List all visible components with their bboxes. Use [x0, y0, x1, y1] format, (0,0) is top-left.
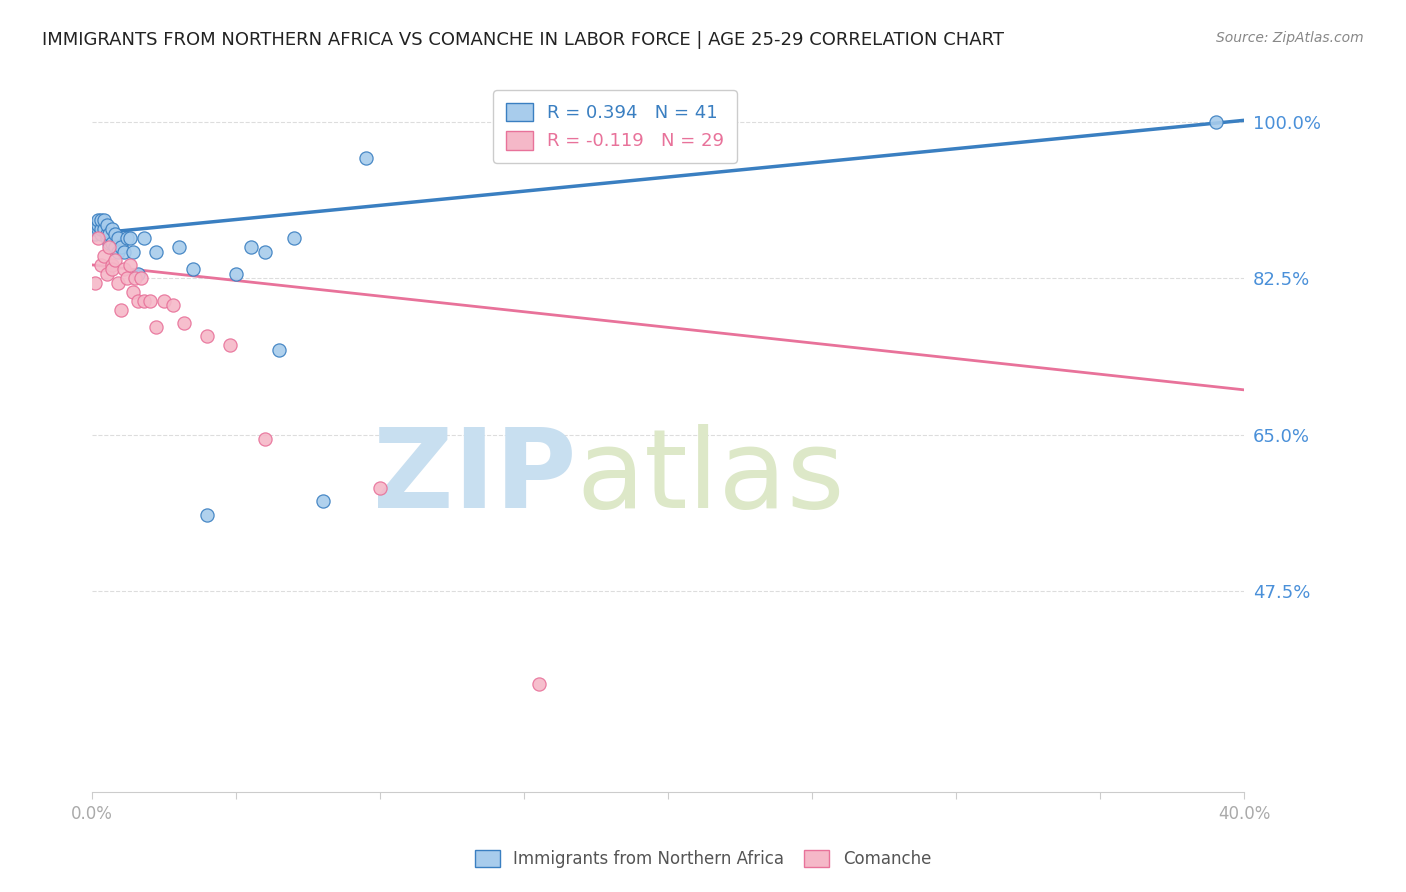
Point	[239, 240, 262, 254]
Point	[104, 240, 127, 254]
Point	[87, 231, 110, 245]
Point	[118, 258, 141, 272]
Point	[90, 213, 112, 227]
Point	[87, 222, 110, 236]
Point	[98, 235, 121, 250]
Point	[107, 244, 129, 259]
Text: IMMIGRANTS FROM NORTHERN AFRICA VS COMANCHE IN LABOR FORCE | AGE 25-29 CORRELATI: IMMIGRANTS FROM NORTHERN AFRICA VS COMAN…	[42, 31, 1004, 49]
Point	[87, 213, 110, 227]
Point	[101, 262, 124, 277]
Point	[107, 276, 129, 290]
Point	[129, 271, 152, 285]
Point	[115, 271, 138, 285]
Point	[107, 231, 129, 245]
Point	[219, 338, 242, 352]
Point	[104, 227, 127, 241]
Point	[368, 481, 391, 495]
Point	[98, 227, 121, 241]
Point	[98, 240, 121, 254]
Text: ZIP: ZIP	[373, 424, 576, 531]
Point	[1205, 115, 1227, 129]
Point	[87, 218, 110, 232]
Point	[121, 244, 143, 259]
Legend: Immigrants from Northern Africa, Comanche: Immigrants from Northern Africa, Comanch…	[468, 843, 938, 875]
Point	[110, 240, 132, 254]
Point	[104, 253, 127, 268]
Point	[101, 258, 124, 272]
Point	[84, 276, 107, 290]
Point	[145, 244, 167, 259]
Point	[84, 222, 107, 236]
Point	[269, 343, 291, 357]
Point	[139, 293, 162, 308]
Point	[96, 231, 118, 245]
Point	[118, 231, 141, 245]
Point	[84, 227, 107, 241]
Point	[110, 302, 132, 317]
Point	[253, 244, 276, 259]
Legend: R = 0.394   N = 41, R = -0.119   N = 29: R = 0.394 N = 41, R = -0.119 N = 29	[494, 90, 737, 163]
Point	[93, 222, 115, 236]
Point	[225, 267, 247, 281]
Point	[253, 432, 276, 446]
Point	[197, 329, 219, 343]
Point	[197, 508, 219, 522]
Point	[162, 298, 184, 312]
Point	[283, 231, 305, 245]
Point	[145, 320, 167, 334]
Text: atlas: atlas	[576, 424, 845, 531]
Point	[127, 267, 149, 281]
Point	[96, 218, 118, 232]
Point	[132, 231, 155, 245]
Point	[124, 271, 146, 285]
Point	[101, 222, 124, 236]
Point	[93, 213, 115, 227]
Point	[132, 293, 155, 308]
Point	[311, 494, 333, 508]
Point	[90, 227, 112, 241]
Text: Source: ZipAtlas.com: Source: ZipAtlas.com	[1216, 31, 1364, 45]
Point	[167, 240, 190, 254]
Point	[112, 262, 135, 277]
Point	[93, 249, 115, 263]
Point	[153, 293, 176, 308]
Point	[96, 267, 118, 281]
Point	[127, 293, 149, 308]
Point	[84, 218, 107, 232]
Point	[527, 677, 550, 691]
Point	[90, 258, 112, 272]
Point	[173, 316, 195, 330]
Point	[101, 235, 124, 250]
Point	[121, 285, 143, 299]
Point	[354, 151, 377, 165]
Point	[115, 231, 138, 245]
Point	[112, 244, 135, 259]
Point	[90, 222, 112, 236]
Point	[181, 262, 204, 277]
Point	[96, 227, 118, 241]
